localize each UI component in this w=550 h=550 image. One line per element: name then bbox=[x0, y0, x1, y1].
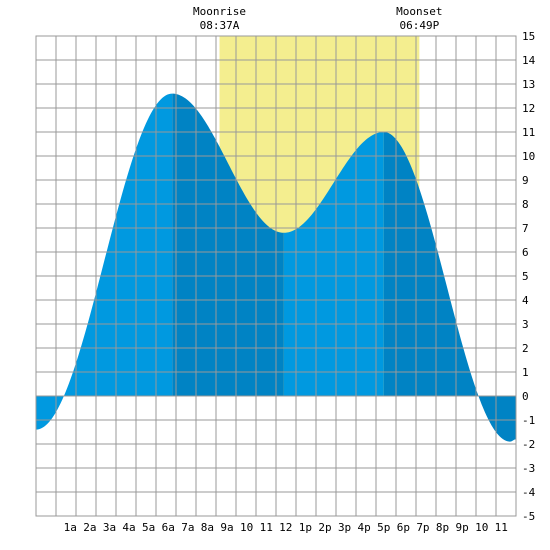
x-tick-label: 10 bbox=[240, 521, 253, 534]
x-tick-label: 5a bbox=[142, 521, 155, 534]
x-tick-label: 10 bbox=[475, 521, 488, 534]
x-tick-label: 8p bbox=[436, 521, 449, 534]
y-tick-label: 0 bbox=[522, 390, 529, 403]
y-tick-label: -4 bbox=[522, 486, 536, 499]
y-tick-label: 5 bbox=[522, 270, 529, 283]
y-tick-label: -3 bbox=[522, 462, 535, 475]
x-tick-label: 7p bbox=[416, 521, 429, 534]
x-tick-label: 9p bbox=[455, 521, 468, 534]
x-tick-label: 9a bbox=[220, 521, 233, 534]
y-tick-label: 15 bbox=[522, 30, 535, 43]
moonrise-label: Moonrise bbox=[193, 5, 246, 18]
x-tick-label: 11 bbox=[495, 521, 508, 534]
y-tick-label: -1 bbox=[522, 414, 535, 427]
axis-labels: 1a 2a 3a 4a 5a 6a 7a 8a 9a 10 11 12 1p 2p 3p 4p 5p 6p 7p 8p… bbox=[64, 30, 536, 534]
y-tick-label: 11 bbox=[522, 126, 535, 139]
y-tick-label: -5 bbox=[522, 510, 535, 523]
x-tick-label: 2a bbox=[83, 521, 96, 534]
y-tick-label: 12 bbox=[522, 102, 535, 115]
y-tick-label: 4 bbox=[522, 294, 529, 307]
moonset-label: Moonset bbox=[396, 5, 442, 18]
y-tick-label: 9 bbox=[522, 174, 529, 187]
y-tick-label: 14 bbox=[522, 54, 536, 67]
x-tick-label: 1p bbox=[299, 521, 312, 534]
moonrise-time: 08:37A bbox=[200, 19, 240, 32]
x-tick-label: 6p bbox=[397, 521, 410, 534]
y-tick-label: 7 bbox=[522, 222, 529, 235]
plot-border bbox=[35, 35, 517, 517]
y-tick-label: 8 bbox=[522, 198, 529, 211]
tide-segment bbox=[36, 93, 173, 430]
x-tick-label: 2p bbox=[318, 521, 331, 534]
x-tick-label: 11 bbox=[260, 521, 273, 534]
x-tick-label: 1a bbox=[64, 521, 77, 534]
x-tick-label: 6a bbox=[162, 521, 175, 534]
x-tick-label: 3p bbox=[338, 521, 351, 534]
x-tick-label: 12 bbox=[279, 521, 292, 534]
y-tick-label: -2 bbox=[522, 438, 535, 451]
tide-area bbox=[36, 93, 516, 442]
grid bbox=[35, 35, 517, 517]
tide-segment bbox=[383, 132, 516, 442]
y-tick-label: 10 bbox=[522, 150, 535, 163]
x-tick-label: 7a bbox=[181, 521, 194, 534]
x-tick-label: 3a bbox=[103, 521, 116, 534]
y-tick-label: 6 bbox=[522, 246, 529, 259]
x-tick-label: 8a bbox=[201, 521, 214, 534]
x-tick-label: 5p bbox=[377, 521, 390, 534]
moonset-time: 06:49P bbox=[399, 19, 439, 32]
x-tick-label: 4a bbox=[122, 521, 135, 534]
y-tick-label: 2 bbox=[522, 342, 529, 355]
y-tick-label: 13 bbox=[522, 78, 535, 91]
tide-segment bbox=[283, 132, 384, 396]
y-tick-label: 3 bbox=[522, 318, 529, 331]
y-tick-label: 1 bbox=[522, 366, 529, 379]
x-tick-label: 4p bbox=[358, 521, 371, 534]
